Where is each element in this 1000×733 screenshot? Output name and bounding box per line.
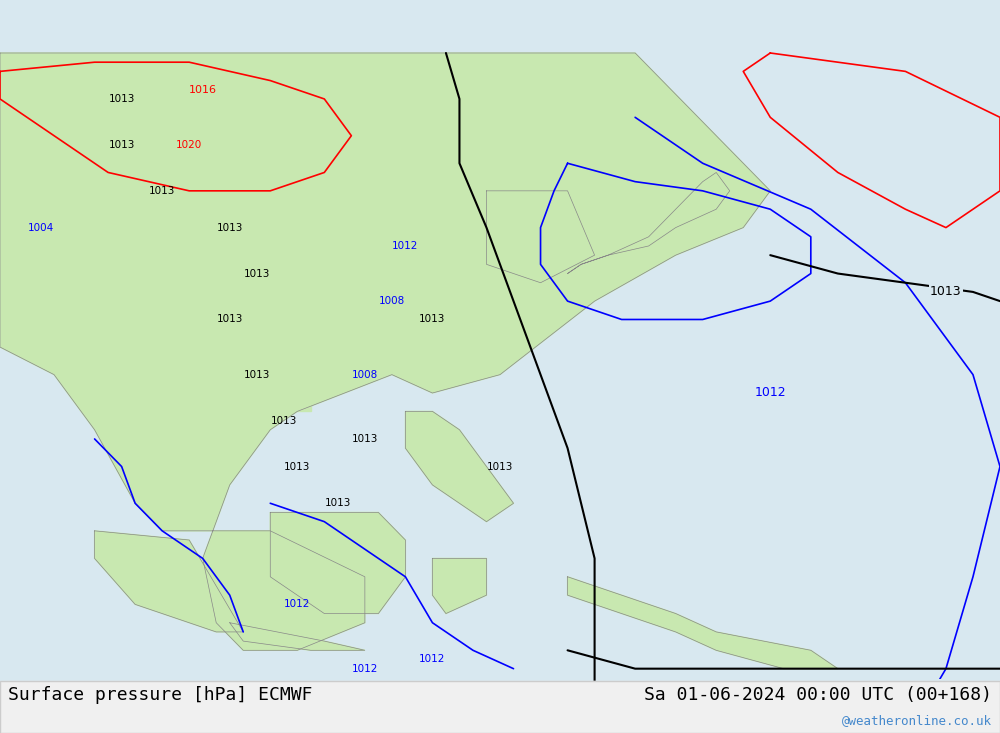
Text: 1012: 1012 bbox=[284, 600, 310, 609]
Text: 1012: 1012 bbox=[392, 241, 419, 251]
Polygon shape bbox=[95, 531, 243, 632]
Polygon shape bbox=[568, 172, 730, 273]
Bar bbox=[0, 681, 1000, 733]
Text: 1013: 1013 bbox=[108, 140, 135, 150]
Text: 1013: 1013 bbox=[325, 498, 351, 508]
Text: 1020: 1020 bbox=[176, 140, 202, 150]
Polygon shape bbox=[230, 623, 365, 650]
Text: 1013: 1013 bbox=[352, 434, 378, 444]
Bar bbox=[0, 681, 1000, 733]
Text: 1013: 1013 bbox=[217, 314, 243, 325]
Text: 1013: 1013 bbox=[217, 223, 243, 232]
Text: 1013: 1013 bbox=[419, 314, 446, 325]
Polygon shape bbox=[0, 53, 770, 650]
Text: 1004: 1004 bbox=[27, 223, 54, 232]
Text: Sa 01-06-2024 00:00 UTC (00+168): Sa 01-06-2024 00:00 UTC (00+168) bbox=[644, 686, 992, 704]
Text: 1008: 1008 bbox=[379, 296, 405, 306]
Text: Surface pressure [hPa] ECMWF: Surface pressure [hPa] ECMWF bbox=[8, 686, 312, 704]
Text: 1013: 1013 bbox=[108, 94, 135, 104]
Polygon shape bbox=[432, 559, 486, 614]
Text: 1016: 1016 bbox=[189, 85, 217, 95]
Text: @weatheronline.co.uk: @weatheronline.co.uk bbox=[842, 715, 992, 727]
Polygon shape bbox=[486, 191, 595, 283]
Polygon shape bbox=[405, 411, 514, 522]
Text: 1008: 1008 bbox=[352, 369, 378, 380]
Text: 1013: 1013 bbox=[244, 369, 270, 380]
Text: 1013: 1013 bbox=[244, 268, 270, 279]
Text: 1012: 1012 bbox=[554, 701, 581, 710]
Polygon shape bbox=[284, 393, 311, 411]
Polygon shape bbox=[432, 347, 459, 375]
Text: 1013: 1013 bbox=[284, 462, 310, 471]
Text: 1012: 1012 bbox=[419, 655, 446, 665]
Polygon shape bbox=[568, 577, 838, 668]
Text: 1013: 1013 bbox=[930, 285, 962, 298]
Polygon shape bbox=[270, 512, 405, 614]
Text: 1012: 1012 bbox=[930, 680, 962, 693]
Text: 1013: 1013 bbox=[149, 186, 175, 196]
Text: 1012: 1012 bbox=[754, 386, 786, 399]
Text: 1013: 1013 bbox=[487, 462, 513, 471]
Text: 1012: 1012 bbox=[352, 663, 378, 674]
Text: 1013: 1013 bbox=[271, 416, 297, 426]
